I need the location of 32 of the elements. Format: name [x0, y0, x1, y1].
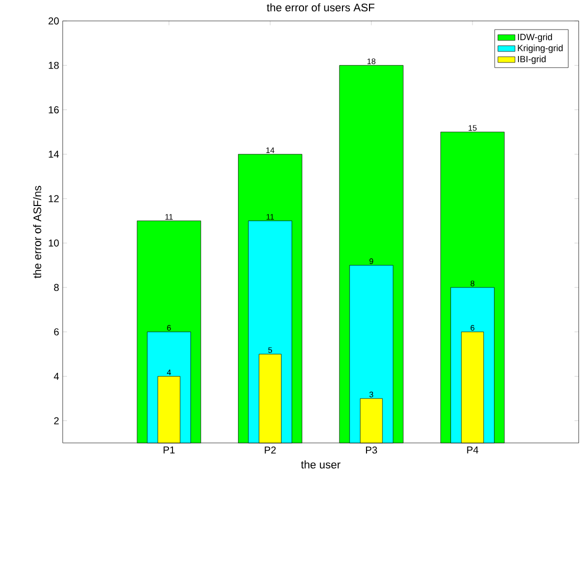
x-axis-title: the user — [301, 460, 340, 469]
data-label: 4 — [166, 370, 171, 376]
data-label: 5 — [268, 347, 272, 354]
y-tick-label: 20 — [48, 18, 59, 25]
data-label: 11 — [165, 214, 173, 220]
y-tick-label: 12 — [48, 195, 59, 202]
data-label: 3 — [369, 392, 374, 398]
y-tick-label: 2 — [54, 417, 59, 424]
data-label: 9 — [369, 258, 374, 264]
data-label: 18 — [367, 58, 376, 64]
y-tick-label: 18 — [48, 62, 59, 70]
data-label: 14 — [266, 148, 274, 154]
y-tick-label: 10 — [48, 240, 59, 247]
data-label: 6 — [167, 325, 171, 331]
data-label: 8 — [470, 280, 474, 286]
x-tick-label: P4 — [467, 446, 478, 454]
x-tick-label: P3 — [366, 446, 378, 454]
data-label: 11 — [266, 214, 274, 220]
y-tick-label: 6 — [54, 328, 59, 336]
x-tick-label: P2 — [264, 446, 276, 454]
data-label: 15 — [468, 125, 477, 131]
y-axis-title: the error of ASF/ns — [33, 186, 42, 278]
y-tick-label: 14 — [48, 150, 59, 158]
legend-label: IDW-grid — [518, 34, 552, 42]
y-tick-label: 4 — [54, 373, 59, 380]
legend-label: Kriging-grid — [518, 44, 563, 54]
chart-title: the error of users ASF — [266, 4, 374, 12]
y-tick-label: 8 — [54, 284, 59, 292]
legend-label: IBI-grid — [518, 56, 546, 64]
y-tick-label: 16 — [48, 106, 59, 114]
data-label: 6 — [470, 325, 474, 331]
x-tick-label: P1 — [164, 446, 175, 454]
